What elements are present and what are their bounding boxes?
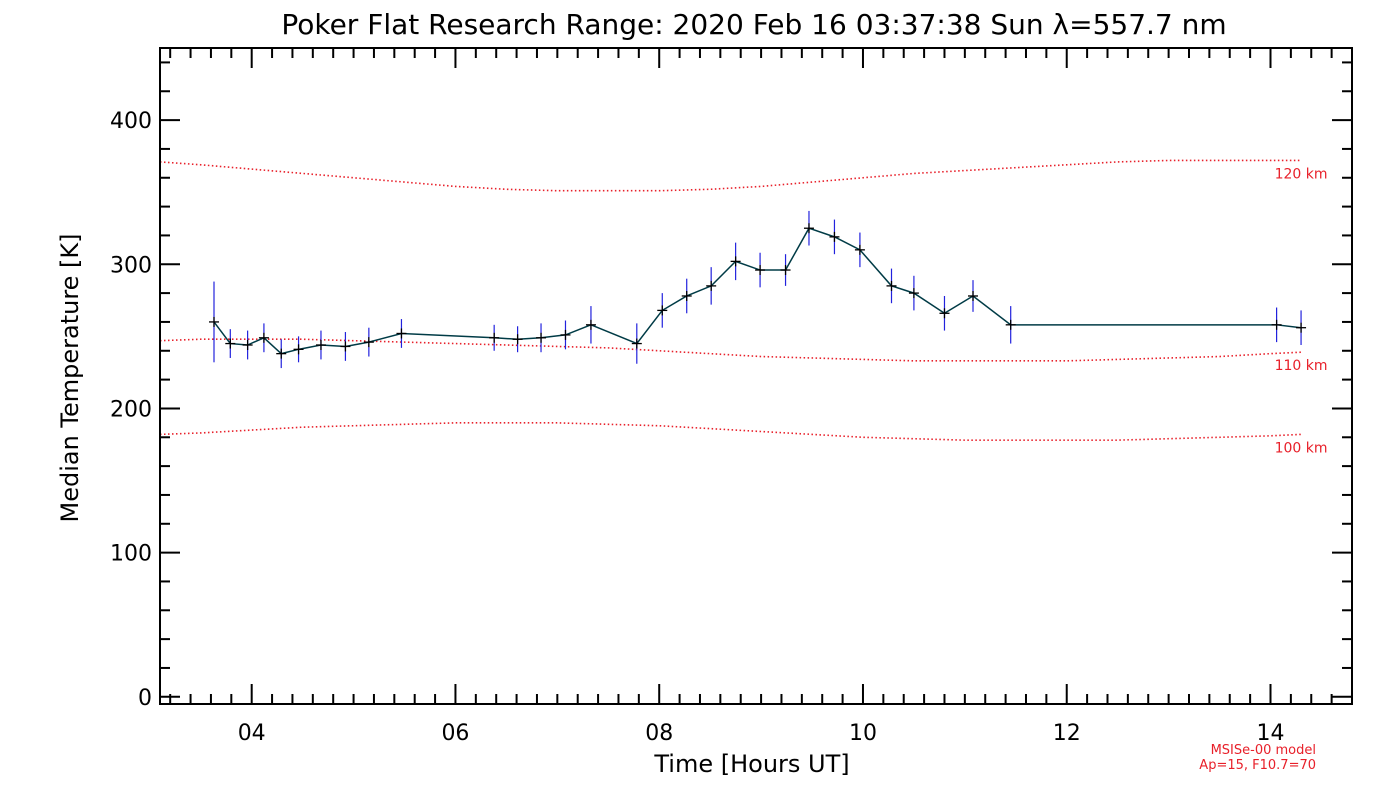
model-curve-label: 110 km	[1275, 358, 1328, 374]
axes	[159, 47, 1353, 705]
data-point	[854, 244, 865, 255]
data-point	[657, 305, 668, 316]
data-point	[886, 280, 897, 291]
data-point	[293, 344, 304, 355]
y-tick-label: 400	[110, 109, 152, 134]
data-point	[1271, 319, 1282, 330]
y-axis-label: Median Temperature [K]	[56, 233, 84, 522]
data-point	[340, 341, 351, 352]
data-point	[512, 334, 523, 345]
x-axis-label: Time [Hours UT]	[653, 750, 849, 778]
series-line	[213, 227, 1302, 355]
data-point	[489, 332, 500, 343]
y-tick-label: 200	[110, 397, 152, 422]
data-point	[755, 265, 766, 276]
data-point	[536, 332, 547, 343]
model-curve-100-km	[159, 422, 1302, 441]
x-tick-label: 06	[441, 721, 469, 746]
data-point	[631, 338, 642, 349]
data-point	[585, 319, 596, 330]
data-point	[939, 308, 950, 319]
model-curve-120-km	[159, 159, 1302, 192]
data-point	[908, 288, 919, 299]
data-point	[829, 231, 840, 242]
plot-frame	[159, 47, 1353, 705]
data-point	[730, 256, 741, 267]
data-point	[1296, 322, 1307, 333]
model-note-line-2: Ap=15, F10.7=70	[1199, 758, 1316, 773]
data-point	[315, 340, 326, 351]
data-point	[363, 337, 374, 348]
data-point	[780, 265, 791, 276]
data-point	[225, 338, 236, 349]
model-curve-110-km	[159, 338, 1302, 362]
y-tick-label: 100	[110, 542, 152, 567]
model-curve-label: 100 km	[1275, 440, 1328, 456]
data-point	[242, 340, 253, 351]
x-tick-label: 04	[238, 721, 266, 746]
data-point	[803, 223, 814, 234]
model-curves: 120 km 110 km 100 km	[159, 159, 1328, 456]
data-point	[1005, 319, 1016, 330]
data-series	[208, 210, 1307, 369]
data-point	[706, 280, 717, 291]
y-tick-label: 300	[110, 253, 152, 278]
model-note-line-1: MSISe-00 model	[1211, 743, 1316, 758]
data-point	[968, 290, 979, 301]
data-point	[681, 290, 692, 301]
tick-marks: 04 06 08 10 12 14 0 100 200 300 400	[110, 48, 1353, 746]
x-tick-label: 10	[849, 721, 877, 746]
chart-title: Poker Flat Research Range: 2020 Feb 16 0…	[281, 8, 1226, 41]
data-point	[276, 348, 287, 359]
data-point	[396, 328, 407, 339]
x-tick-label: 12	[1053, 721, 1081, 746]
x-tick-label: 14	[1256, 721, 1284, 746]
x-tick-label: 08	[645, 721, 673, 746]
data-point	[208, 316, 219, 327]
model-curve-label: 120 km	[1275, 166, 1328, 182]
data-point	[560, 329, 571, 340]
data-point	[258, 332, 269, 343]
y-tick-label: 0	[138, 686, 152, 711]
